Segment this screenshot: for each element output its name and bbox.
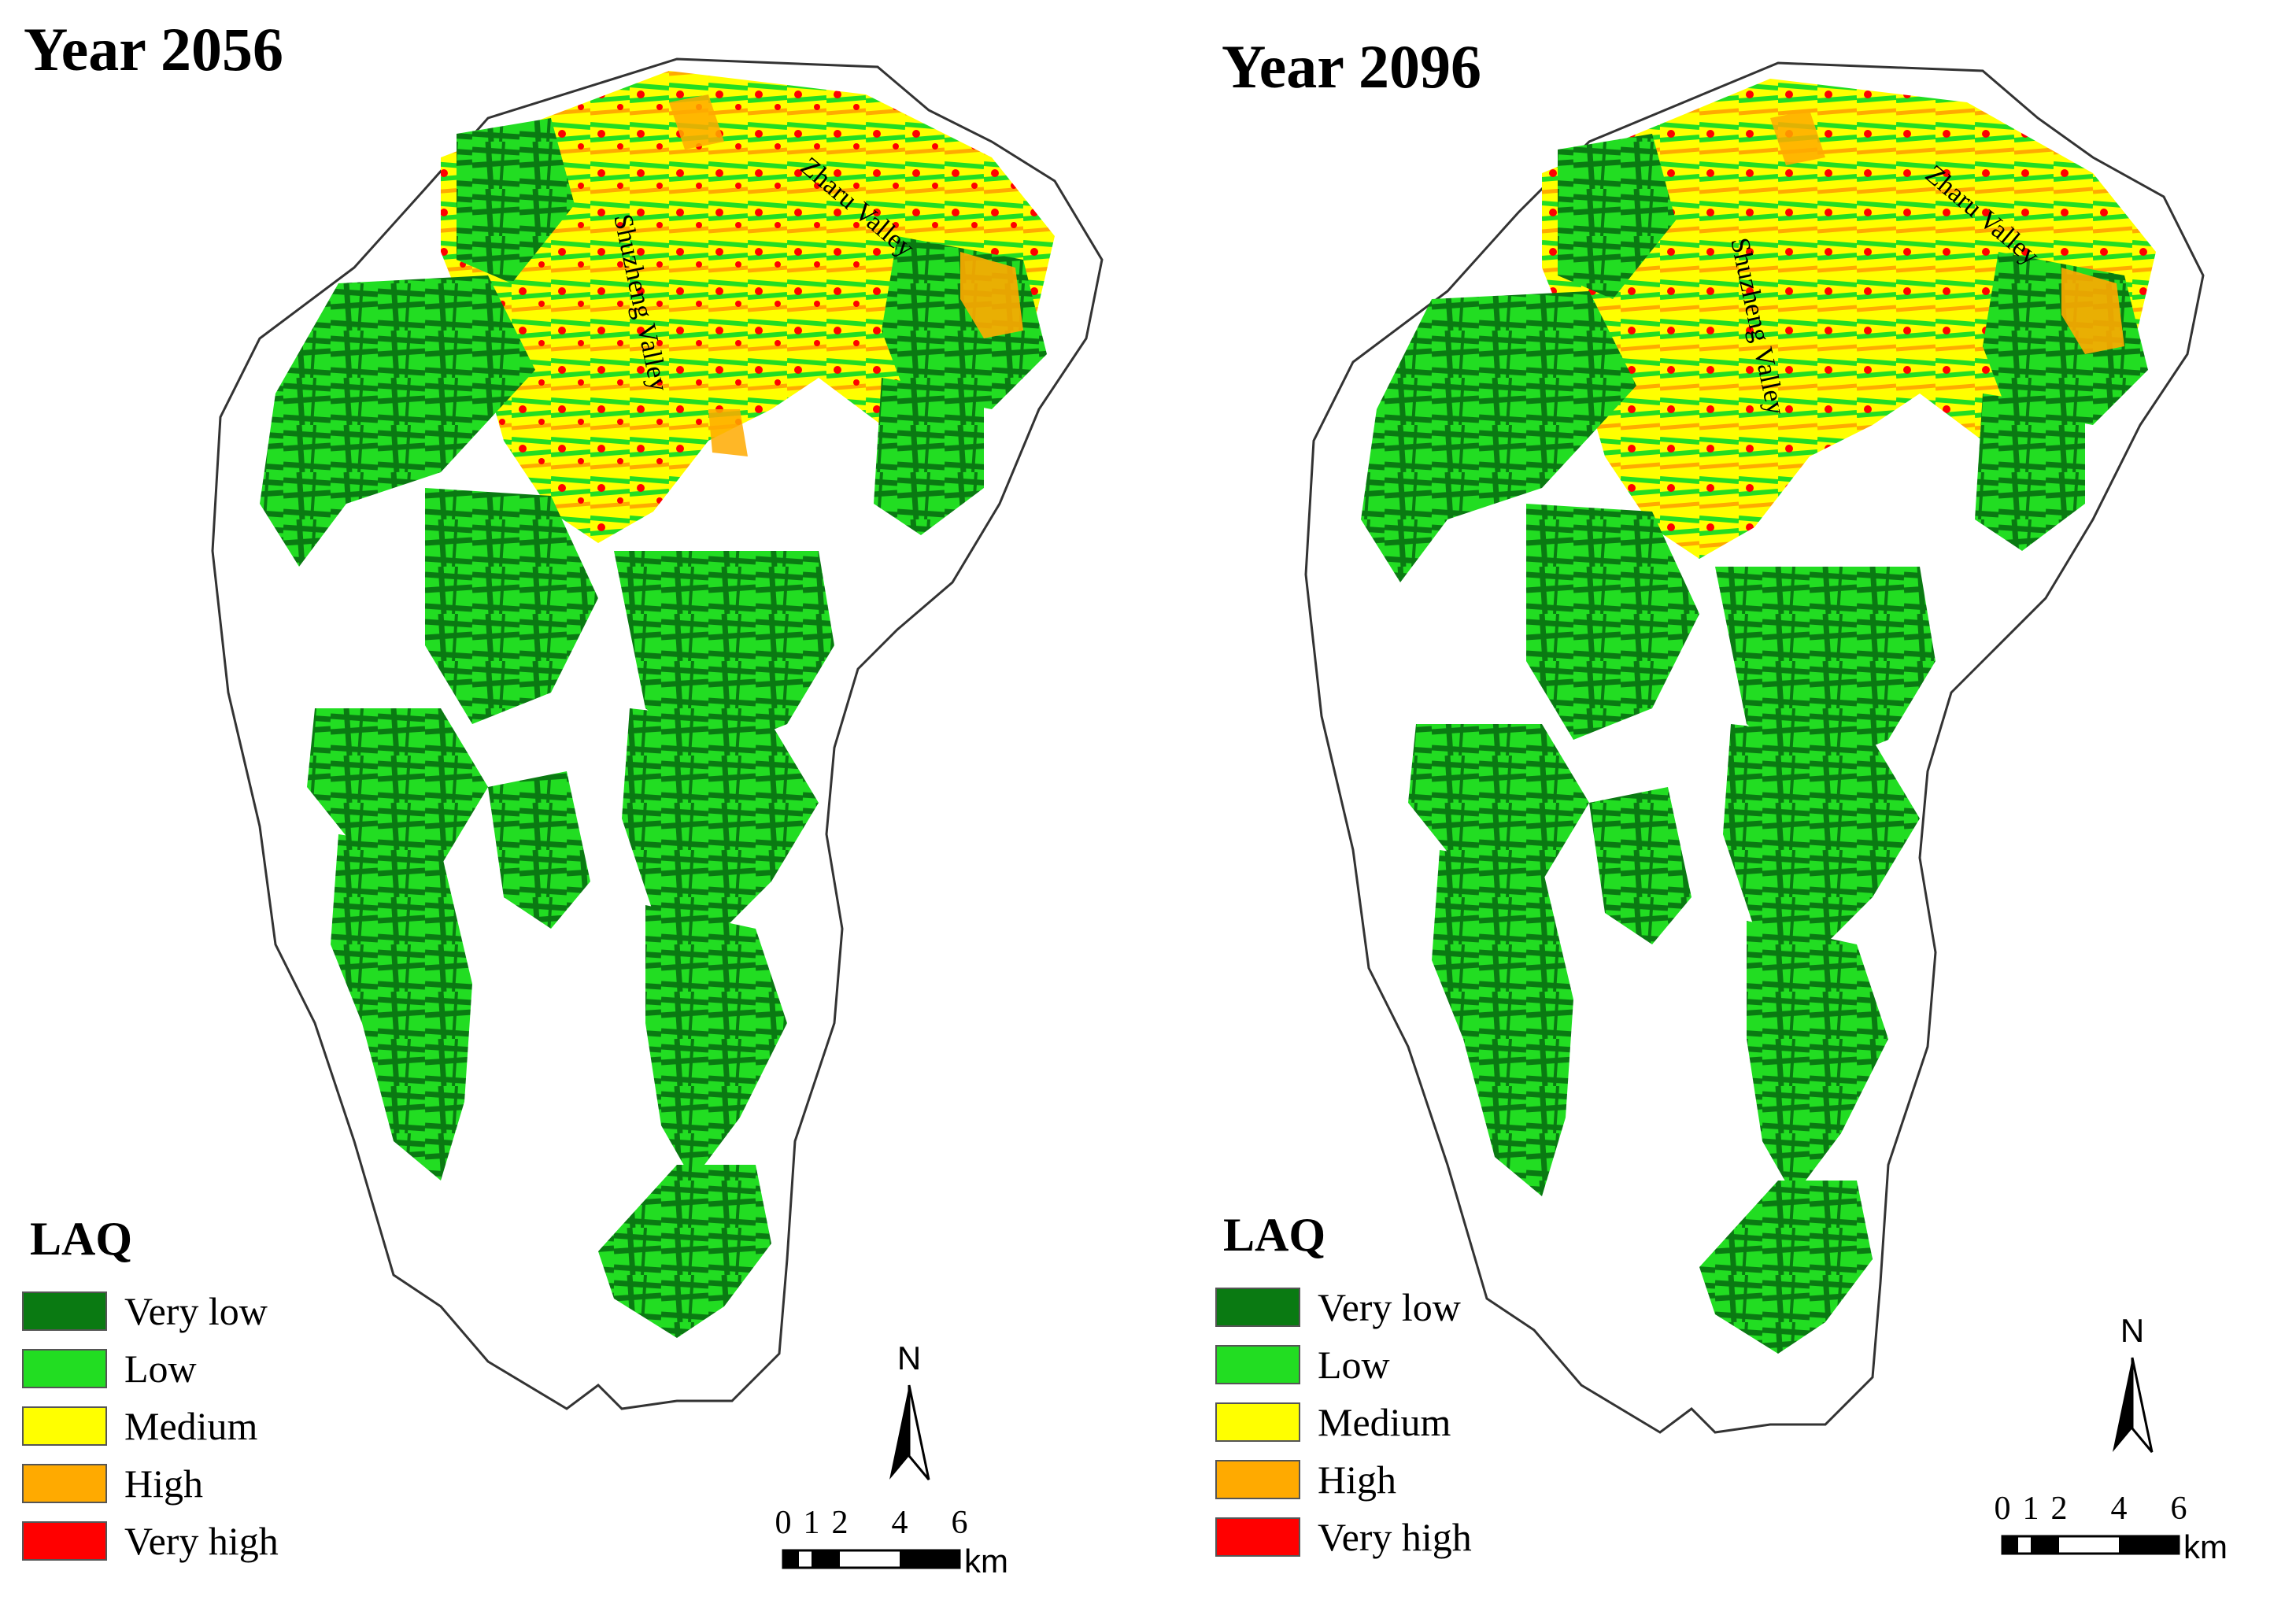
scale-tick-6: 6 <box>2171 1491 2187 1527</box>
legend: LAQ Very low Low Medium High Very high <box>1215 1208 1472 1565</box>
legend: LAQ Very low Low Medium High Very high <box>22 1212 279 1569</box>
map-panel-2096: Year 2096 Sh <box>1148 0 2296 1600</box>
north-label: N <box>897 1339 921 1376</box>
legend-label: Low <box>124 1346 197 1391</box>
legend-label: Very low <box>1318 1284 1461 1329</box>
legend-item: Very low <box>22 1282 279 1339</box>
legend-label: Medium <box>124 1403 258 1448</box>
legend-swatch <box>22 1463 107 1503</box>
legend-label: Low <box>1318 1342 1390 1387</box>
legend-item: Very high <box>1215 1508 1472 1565</box>
legend-label: High <box>1318 1457 1396 1502</box>
legend-item: High <box>22 1454 279 1512</box>
legend-title: LAQ <box>30 1213 133 1265</box>
legend-label: High <box>124 1461 203 1506</box>
legend-item: Very low <box>1215 1278 1472 1336</box>
legend-label: Medium <box>1318 1399 1451 1444</box>
scale-bar: 0 1 2 4 6 km <box>775 1505 1008 1580</box>
scale-tick-4: 4 <box>892 1505 908 1541</box>
legend-label: Very high <box>124 1518 279 1563</box>
scale-tick-0: 0 <box>1995 1491 2011 1527</box>
scale-unit: km <box>964 1543 1008 1580</box>
legend-swatch <box>1215 1287 1300 1327</box>
legend-item: Medium <box>22 1397 279 1454</box>
study-area-boundary <box>211 57 1104 1410</box>
land-area-map: Shuzheng Valley Zharu Valley <box>211 57 1104 1410</box>
scale-tick-2: 2 <box>2051 1491 2068 1527</box>
legend-label: Very low <box>124 1288 268 1333</box>
north-arrow-icon: N <box>889 1339 930 1480</box>
legend-swatch <box>1215 1517 1300 1557</box>
legend-item: Low <box>1215 1336 1472 1393</box>
scale-tick-0: 0 <box>775 1505 792 1541</box>
legend-swatch <box>1215 1344 1300 1384</box>
legend-swatch <box>22 1291 107 1331</box>
scale-tick-6: 6 <box>952 1505 968 1541</box>
panel-title: Year 2096 <box>1222 32 1482 101</box>
north-label: N <box>2120 1312 2144 1349</box>
scale-bar: 0 1 2 4 6 km <box>1995 1491 2228 1565</box>
legend-swatch <box>22 1348 107 1388</box>
panel-title: Year 2056 <box>24 15 284 83</box>
legend-item: Very high <box>22 1512 279 1569</box>
scale-tick-4: 4 <box>2111 1491 2128 1527</box>
study-area-boundary <box>1304 61 2205 1434</box>
legend-swatch <box>1215 1402 1300 1442</box>
legend-title: LAQ <box>1223 1209 1326 1261</box>
scale-tick-2: 2 <box>832 1505 849 1541</box>
north-arrow-icon: N <box>2113 1312 2154 1453</box>
scale-tick-1: 1 <box>2023 1491 2039 1527</box>
legend-swatch <box>1215 1459 1300 1499</box>
legend-item: Low <box>22 1339 279 1397</box>
legend-item: High <box>1215 1450 1472 1508</box>
legend-swatch <box>22 1406 107 1446</box>
legend-item: Medium <box>1215 1393 1472 1450</box>
land-area-map: Shuzheng Valley Zharu Valley <box>1304 61 2205 1434</box>
legend-label: Very high <box>1318 1514 1472 1559</box>
map-panel-2056: Year 2056 <box>22 15 1104 1580</box>
scale-unit: km <box>2183 1528 2228 1565</box>
legend-swatch <box>22 1521 107 1561</box>
scale-tick-1: 1 <box>804 1505 820 1541</box>
